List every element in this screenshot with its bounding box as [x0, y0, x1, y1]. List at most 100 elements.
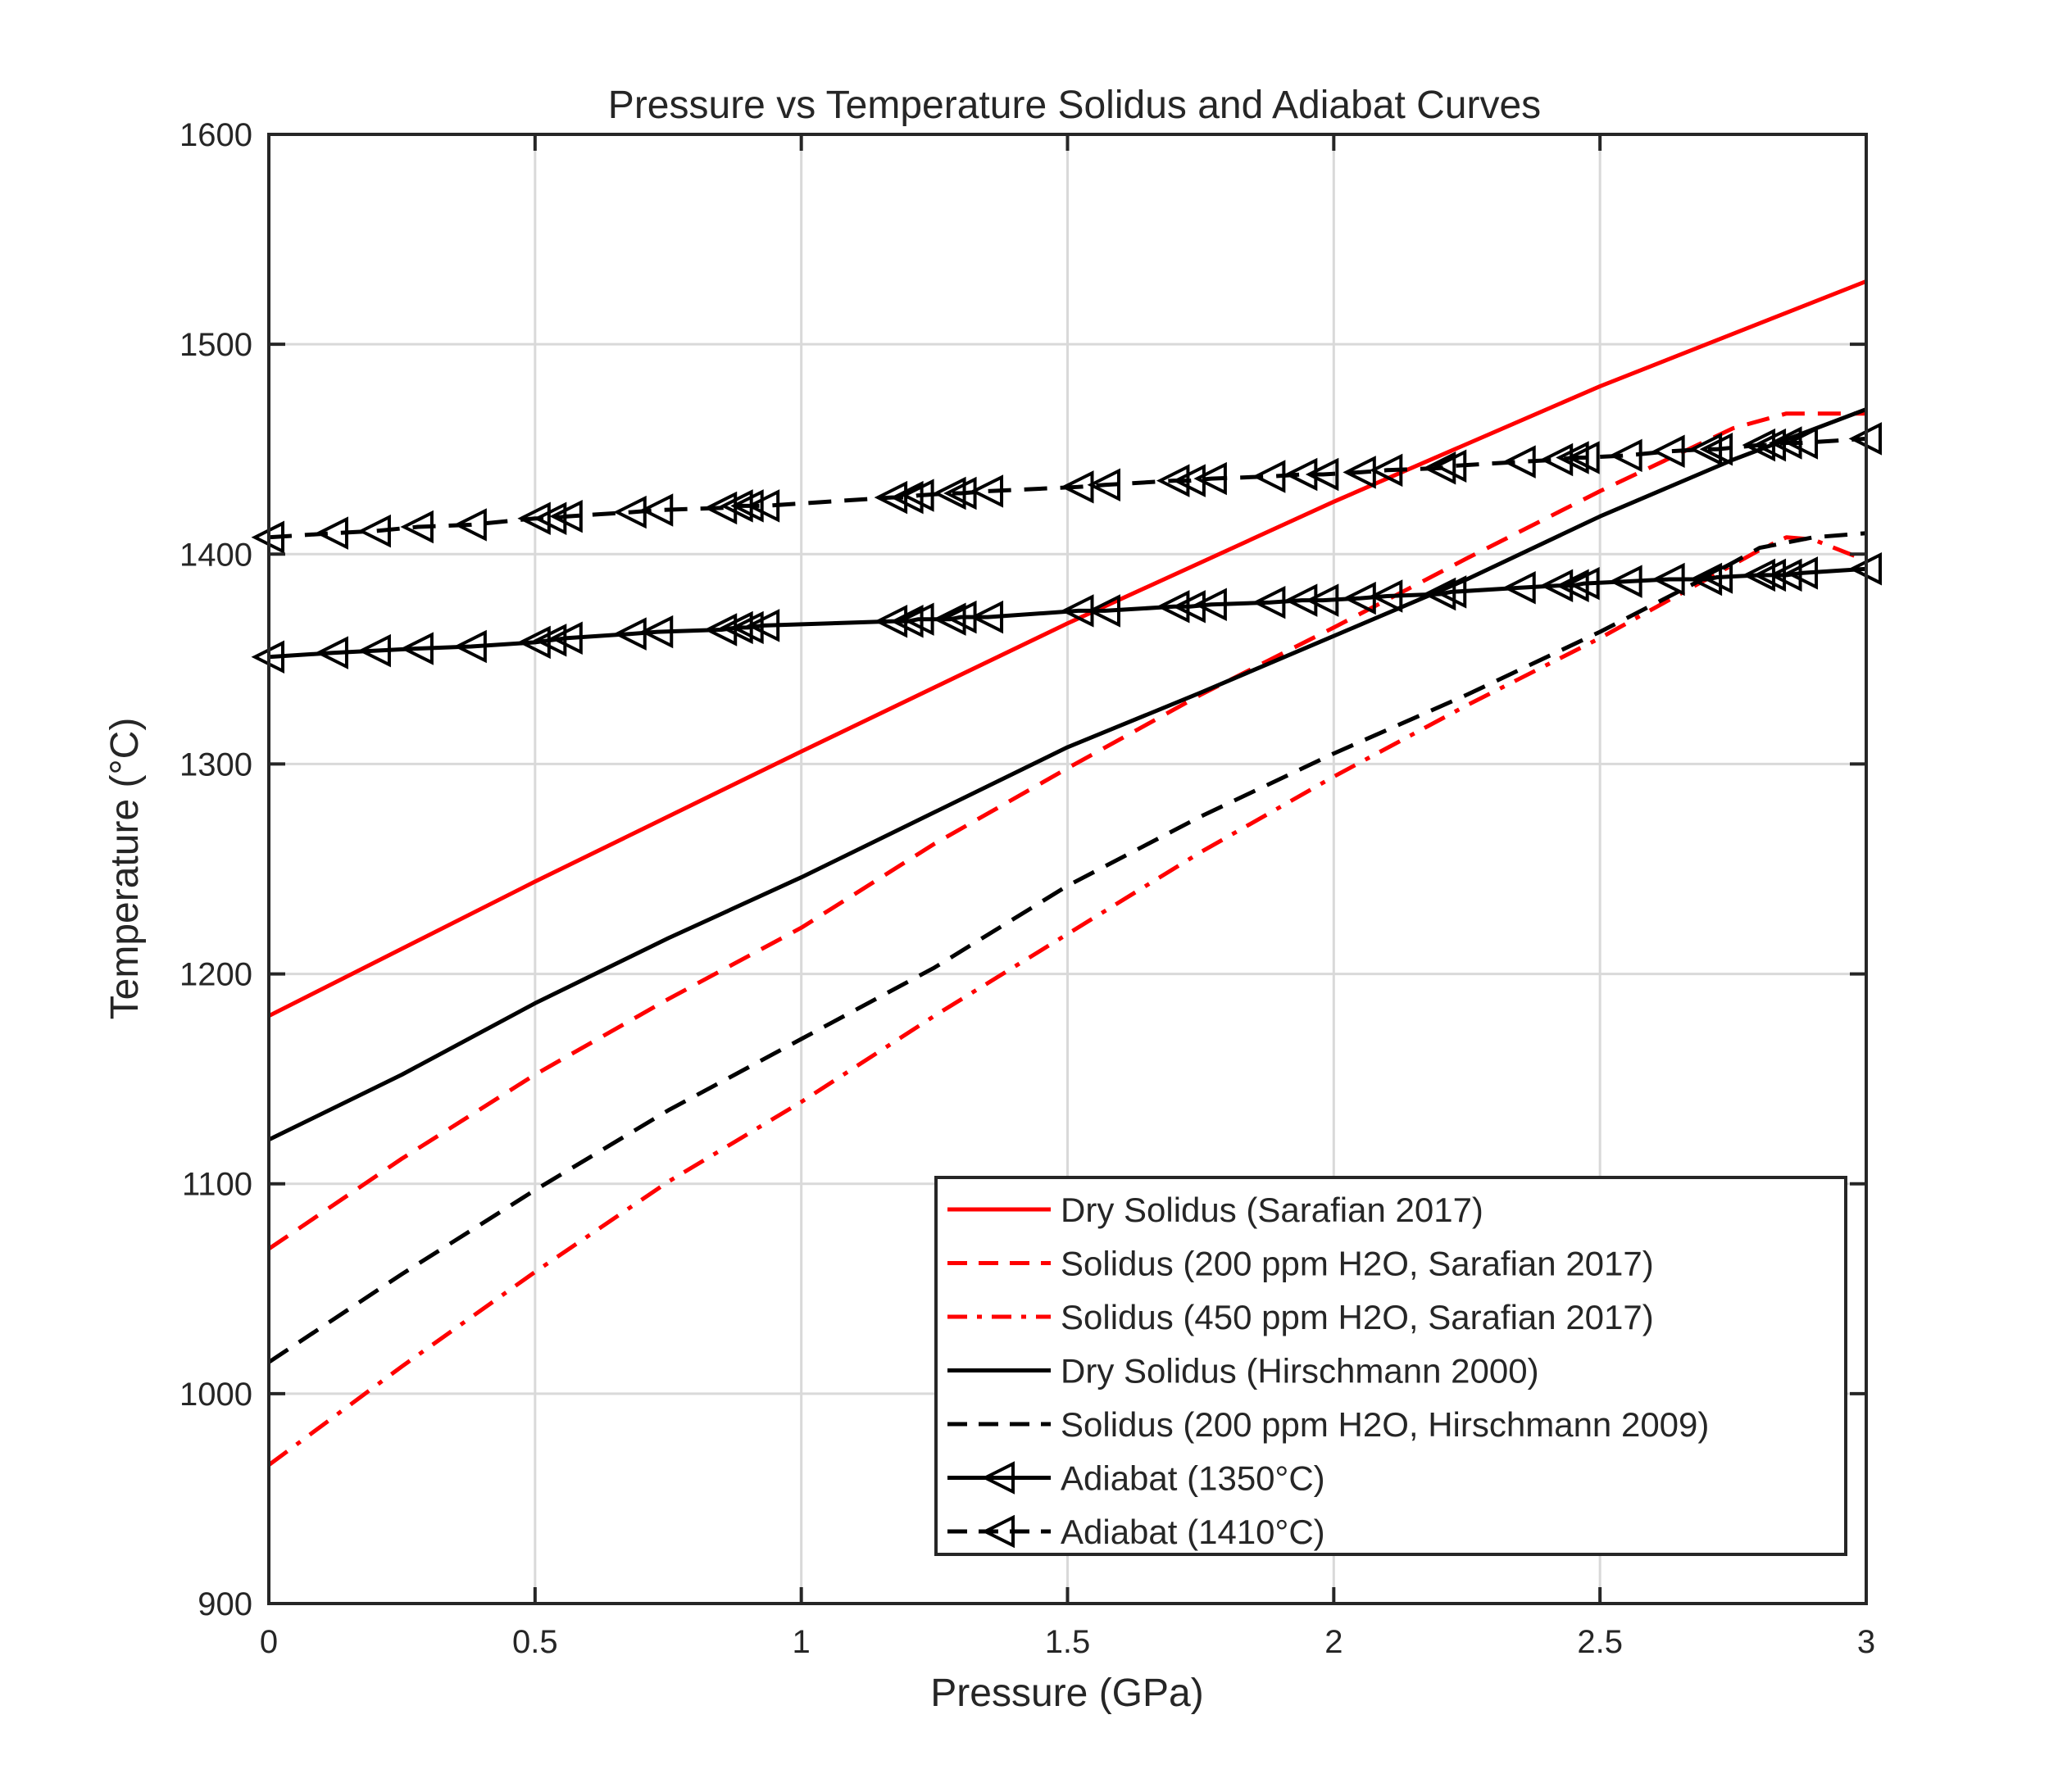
series-marker: [1784, 556, 1819, 590]
series-marker: [1566, 441, 1600, 474]
series-marker: [901, 479, 934, 512]
legend-item: Dry Solidus (Sarafian 2017): [947, 1191, 1483, 1229]
series-marker: [1566, 566, 1600, 601]
series-marker: [1087, 468, 1120, 501]
series-marker: [933, 602, 966, 636]
legend-label: Dry Solidus (Sarafian 2017): [1061, 1191, 1483, 1229]
series-marker: [1784, 426, 1819, 460]
series-marker: [746, 609, 780, 642]
series-marker: [1422, 577, 1456, 611]
series-4: [267, 407, 1867, 1142]
series-marker: [533, 501, 567, 535]
series-marker: [1422, 451, 1456, 485]
legend: Dry Solidus (Sarafian 2017) Solidus (200 …: [934, 1176, 1847, 1556]
series-marker: [639, 615, 674, 649]
y-tick-label: 1600: [179, 117, 252, 153]
series-marker: [730, 610, 764, 645]
legend-item: Dry Solidus (Hirschmann 2000): [947, 1352, 1539, 1391]
series-marker: [933, 476, 966, 510]
legend-marker: [981, 1514, 1015, 1549]
y-tick-label: 1000: [179, 1377, 252, 1413]
series-marker: [1556, 441, 1589, 474]
series-marker: [1156, 464, 1190, 497]
y-tick-label: 900: [198, 1586, 252, 1622]
legend-label: Solidus (200 ppm H2O, Sarafian 2017): [1061, 1245, 1654, 1283]
series-line: [267, 531, 1867, 1364]
legend-label: Adiabat (1350°C): [1061, 1459, 1325, 1498]
series-marker: [517, 501, 551, 535]
series-1: [267, 279, 1867, 1018]
x-tick-label: 0: [260, 1624, 278, 1660]
y-tick-label: 1300: [179, 746, 252, 783]
series-marker: [1651, 562, 1685, 597]
plot-series: [251, 279, 1882, 1467]
series-marker: [315, 636, 348, 669]
x-tick-label: 2.5: [1577, 1624, 1623, 1660]
legend-item: Solidus (450 ppm H2O, Sarafian 2017): [947, 1298, 1654, 1336]
series-marker: [1193, 588, 1227, 621]
x-tick-label: 1.5: [1045, 1624, 1091, 1660]
legend-label: Solidus (200 ppm H2O, Hirschmann 2009): [1061, 1405, 1709, 1444]
series-marker: [1688, 562, 1723, 597]
series-line: [267, 279, 1867, 1018]
series-marker: [890, 605, 924, 638]
series-marker: [970, 600, 1004, 634]
legend-label: Solidus (450 ppm H2O, Sarafian 2017): [1061, 1298, 1654, 1336]
series-marker: [1087, 594, 1120, 628]
series-marker: [1699, 560, 1733, 594]
series-6: [251, 551, 1882, 674]
series-marker: [1252, 460, 1286, 493]
x-axis-label: Pressure (GPa): [930, 1672, 1203, 1715]
series-marker: [1283, 457, 1318, 492]
series-line: [267, 407, 1867, 1142]
series-2: [267, 411, 1866, 1251]
series-marker: [746, 489, 780, 523]
y-tick-label: 1200: [179, 957, 252, 993]
series-marker: [549, 499, 583, 533]
series-marker: [1651, 434, 1685, 469]
series-line: [267, 411, 1866, 1251]
series-marker: [901, 602, 934, 636]
legend-item: Solidus (200 ppm H2O, Sarafian 2017): [947, 1245, 1654, 1283]
series-marker: [400, 510, 434, 544]
series-marker: [1369, 579, 1403, 613]
series-marker: [730, 489, 764, 523]
series-marker: [890, 480, 924, 515]
series-marker: [1305, 457, 1339, 492]
x-tick-label: 3: [1857, 1624, 1875, 1660]
y-tick-label: 1500: [179, 327, 252, 363]
x-tick-label: 1: [793, 1624, 811, 1660]
ticks: 0 0.5 1 1.5 2 2.5 3 900 1000 1100 1200 1300 1400 1500…: [179, 117, 1875, 1660]
series-marker: [1769, 426, 1802, 460]
series-marker: [357, 633, 391, 668]
series-marker: [1156, 590, 1190, 624]
series-marker: [1433, 449, 1467, 483]
x-tick-label: 2: [1324, 1624, 1343, 1660]
series-marker: [1556, 569, 1589, 602]
y-tick-label: 1400: [179, 537, 252, 573]
legend-marker: [981, 1461, 1015, 1495]
series-marker: [1699, 432, 1733, 466]
series-marker: [1305, 583, 1339, 617]
series-marker: [400, 632, 434, 665]
chart-title: Pressure vs Temperature Solidus and Adia…: [608, 84, 1541, 127]
series-marker: [453, 629, 487, 664]
series-marker: [1369, 453, 1403, 488]
series-marker: [1752, 558, 1787, 592]
series-marker: [970, 474, 1004, 508]
x-tick-label: 0.5: [512, 1624, 558, 1660]
series-marker: [315, 516, 348, 550]
series-marker: [1252, 585, 1286, 619]
series-marker: [1609, 438, 1642, 473]
series-marker: [1283, 583, 1318, 617]
series-7: [251, 422, 1882, 555]
series-marker: [357, 514, 391, 548]
y-tick-label: 1100: [182, 1167, 252, 1203]
legend-box: [934, 1176, 1847, 1556]
series-marker: [1502, 445, 1536, 479]
series-marker: [1688, 432, 1723, 466]
series-marker: [1752, 428, 1787, 462]
series-marker: [533, 624, 567, 657]
y-axis-label: Temperature (°C): [103, 718, 147, 1020]
